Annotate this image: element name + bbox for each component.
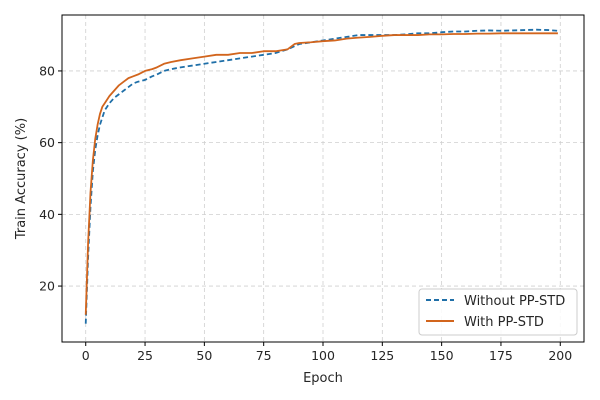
legend: Without PP-STD With PP-STD xyxy=(418,288,578,336)
axis-ticks: 0 25 50 75 100 125 150 175 200 20 40 60 80 xyxy=(39,63,572,363)
x-tick-label: 75 xyxy=(256,348,272,363)
y-tick-label: 80 xyxy=(39,63,55,78)
y-tick-label: 60 xyxy=(39,135,55,150)
legend-label-without-pp-std: Without PP-STD xyxy=(464,294,565,309)
series-line-with-pp-std xyxy=(84,32,558,315)
x-tick-label: 0 xyxy=(82,348,90,363)
legend-box xyxy=(418,288,578,336)
y-tick-label: 20 xyxy=(39,279,55,294)
x-tick-label: 25 xyxy=(137,348,153,363)
series-line-without-pp-std xyxy=(84,28,558,324)
legend-label-with-pp-std: With PP-STD xyxy=(464,315,544,330)
series-lines xyxy=(84,28,558,324)
grid xyxy=(62,15,584,342)
x-tick-label: 200 xyxy=(548,348,572,363)
y-tick-label: 40 xyxy=(39,207,55,222)
x-tick-label: 175 xyxy=(489,348,513,363)
y-axis-label: Train Accuracy (%) xyxy=(14,118,29,240)
x-tick-label: 150 xyxy=(430,348,454,363)
x-axis-label: Epoch xyxy=(303,371,343,386)
x-tick-label: 100 xyxy=(311,348,335,363)
x-tick-label: 50 xyxy=(196,348,212,363)
x-tick-label: 125 xyxy=(370,348,394,363)
